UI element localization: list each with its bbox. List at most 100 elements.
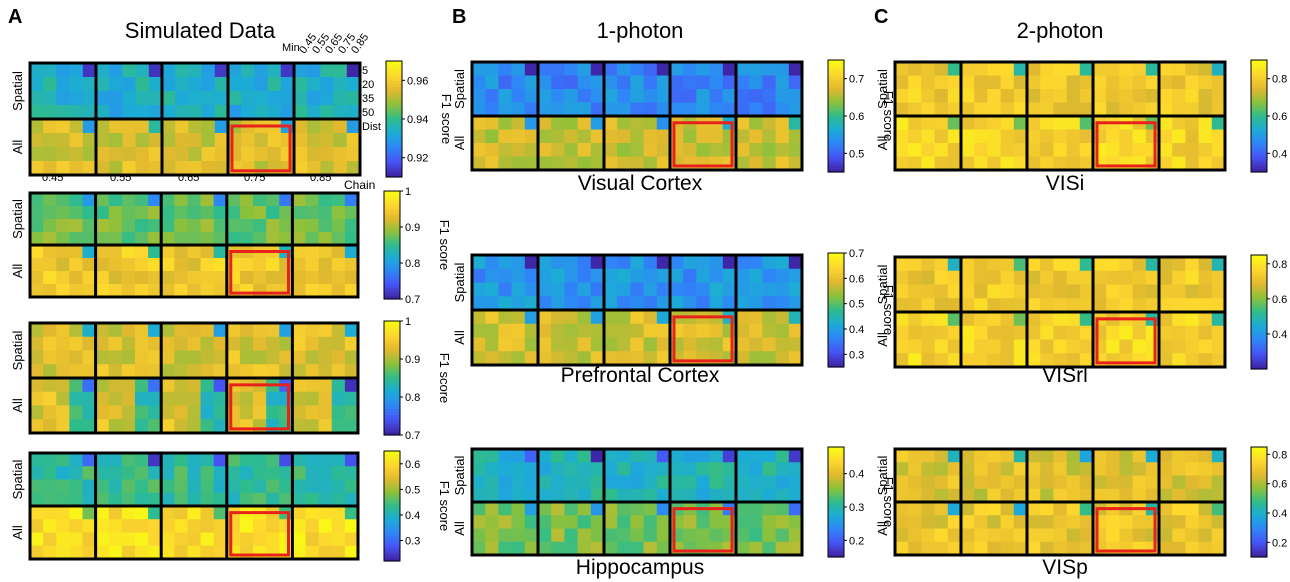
heatmap-cell: [96, 105, 110, 120]
heatmap-cell: [604, 282, 618, 297]
heatmap-cell: [1040, 284, 1054, 299]
heatmap-cell: [564, 462, 579, 477]
heatmap-cell: [1000, 284, 1015, 299]
colorbar-step: [828, 62, 844, 67]
heatmap-cell: [670, 296, 684, 311]
colorbar-step: [386, 142, 402, 146]
heatmap-cell: [213, 258, 228, 272]
heatmap-cell: [95, 336, 110, 352]
heatmap-cell: [96, 147, 110, 162]
heatmap-cell: [577, 268, 592, 284]
heatmap-cell: [590, 116, 605, 131]
heatmap-cell: [736, 282, 750, 297]
heatmap-cell: [320, 91, 335, 106]
colorbar-step: [386, 66, 402, 71]
region-title: VISrl: [1042, 364, 1088, 387]
heatmap-cell: [148, 378, 162, 393]
heatmap-cell: [69, 147, 84, 162]
heatmap-cell: [318, 336, 333, 352]
heatmap-cell: [200, 492, 215, 507]
heatmap-frame: [28, 191, 360, 299]
heatmap-cell: [1000, 257, 1015, 272]
heatmap-cell: [722, 475, 737, 490]
heatmap-cell: [1040, 102, 1054, 117]
heatmap-cell: [947, 449, 962, 463]
heatmap-cell: [630, 268, 645, 284]
heatmap-cell: [56, 519, 70, 534]
heatmap-cell: [161, 271, 175, 285]
heatmap-cell: [69, 519, 84, 534]
heatmap-cell: [1198, 325, 1213, 341]
heatmap-cell: [228, 161, 242, 176]
colorbar-step: [828, 74, 844, 78]
heatmap-cell: [709, 515, 724, 530]
heatmap-cell: [254, 147, 269, 162]
heatmap-cell: [1013, 528, 1028, 543]
heatmap-cell: [696, 351, 711, 366]
colorbar-step: [828, 93, 844, 97]
heatmap-cell: [1093, 143, 1107, 158]
colorbar-step: [828, 132, 844, 137]
heatmap-cell: [200, 391, 215, 407]
heatmap-cell: [226, 453, 241, 467]
heatmap-cell: [1172, 528, 1186, 543]
heatmap-cell: [1013, 257, 1028, 272]
heatmap-cell: [656, 102, 671, 117]
heatmap-cell: [722, 282, 737, 297]
heatmap-cell: [1159, 284, 1173, 299]
heatmap-cell: [96, 63, 110, 78]
heatmap-cell: [1093, 488, 1107, 503]
heatmap-cell: [934, 62, 949, 77]
heatmap-cell: [511, 502, 526, 516]
heatmap-cell: [148, 492, 162, 507]
heatmap-cell: [643, 156, 658, 171]
colorbar-step: [1251, 300, 1267, 305]
heatmap-cell: [280, 63, 295, 78]
heatmap-cell: [121, 258, 136, 272]
heatmap-cell: [318, 219, 333, 233]
heatmap-cell: [934, 312, 949, 327]
heatmap-cell: [736, 488, 750, 503]
heatmap-cell: [485, 323, 499, 339]
colorbar-step: [1251, 297, 1267, 302]
heatmap-cell: [1040, 312, 1054, 327]
heatmap-cell: [69, 492, 84, 507]
heatmap-cell: [331, 519, 346, 534]
heatmap-cell: [577, 310, 592, 325]
heatmap-cell: [82, 532, 97, 547]
colorbar-step: [1251, 116, 1267, 120]
heatmap-cell: [1000, 116, 1015, 131]
heatmap-cell: [472, 528, 486, 543]
heatmap-cell: [43, 453, 57, 467]
heatmap-cell: [1198, 129, 1213, 144]
heatmap-cell: [987, 502, 1002, 516]
heatmap-cell: [241, 91, 255, 106]
heatmap-cell: [696, 89, 711, 104]
colorbar-step: [384, 335, 400, 339]
heatmap-cell: [1013, 353, 1028, 368]
heatmap-cell: [934, 270, 949, 286]
heatmap-cell: [1185, 353, 1200, 368]
heatmap-cell: [1211, 515, 1226, 530]
heatmap-cell: [200, 284, 215, 298]
heatmap-cell: [538, 488, 552, 503]
heatmap-cell: [266, 350, 280, 365]
heatmap-cell: [187, 453, 202, 467]
colorbar-tick-label: 0.3: [405, 536, 420, 548]
heatmap-cell: [577, 462, 592, 477]
heatmap-cell: [604, 116, 618, 131]
heatmap-cell: [1053, 528, 1068, 543]
colorbar-frame: [827, 446, 845, 558]
heatmap-cell: [1211, 488, 1226, 503]
heatmap-cell: [1027, 528, 1041, 543]
colorbar-label: F1 score: [881, 477, 896, 528]
colorbar-step: [1251, 554, 1267, 558]
heatmap-cell: [947, 89, 962, 104]
heatmap-cell: [1211, 116, 1226, 131]
heatmap-cell: [961, 284, 975, 299]
highlight-box: [672, 121, 734, 168]
heatmap-cell: [961, 515, 975, 530]
heatmap-cell: [82, 466, 97, 481]
heatmap-cell: [1040, 270, 1054, 286]
heatmap-cell: [908, 156, 922, 171]
